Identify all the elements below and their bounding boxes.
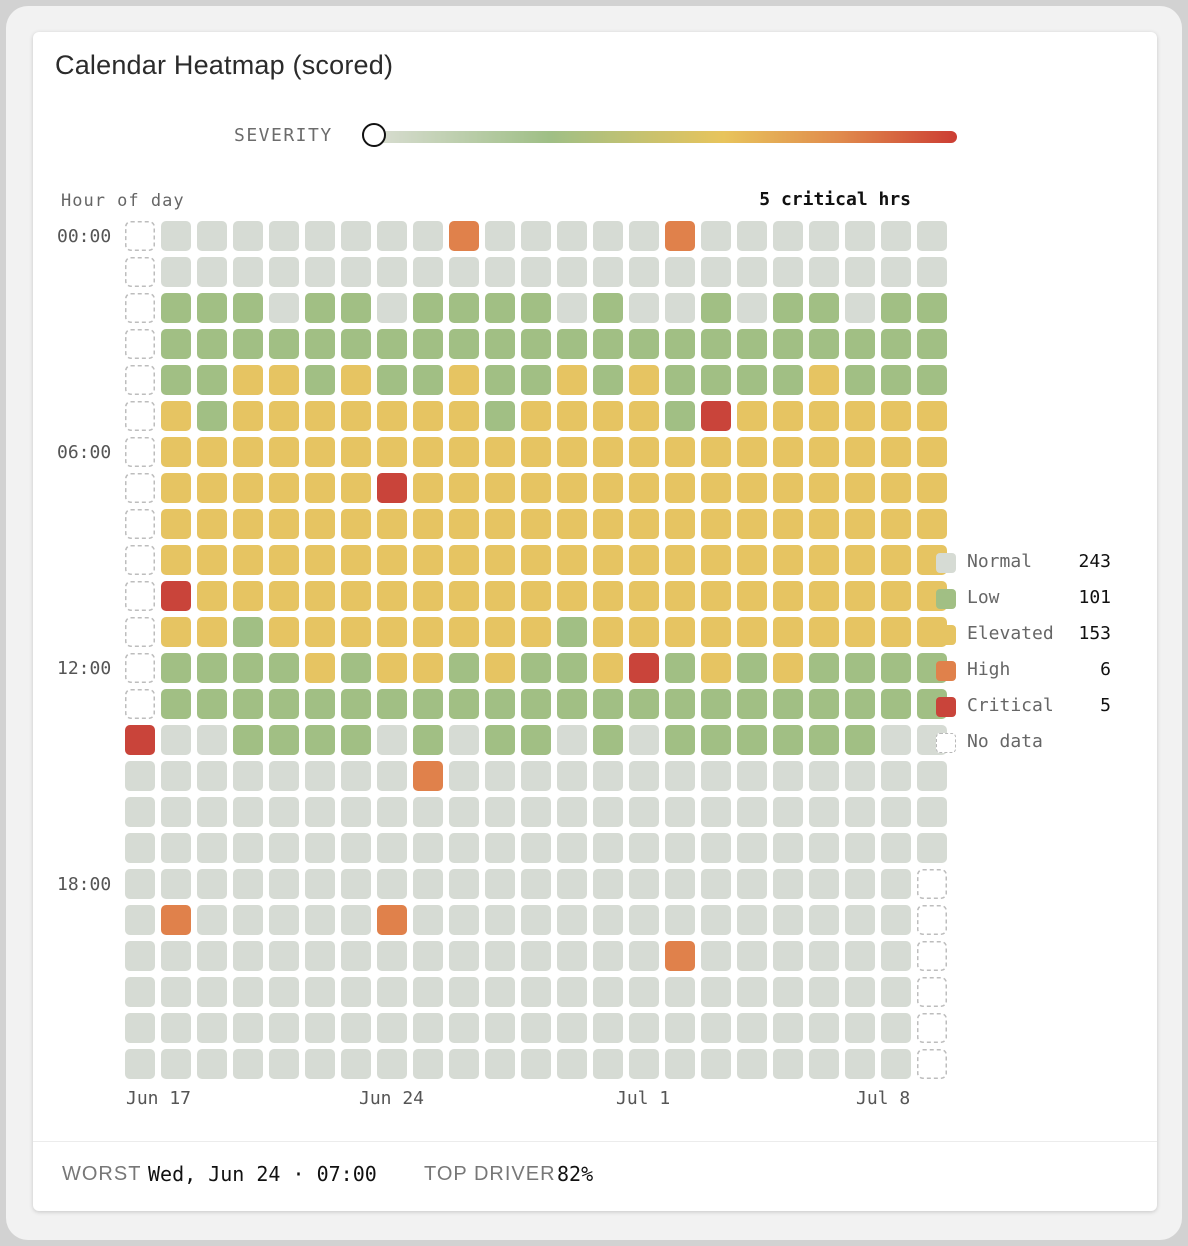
top-driver-value: 82% [557, 1162, 594, 1186]
legend-label: Low [967, 587, 1000, 608]
chart-title: Calendar Heatmap (scored) [55, 50, 394, 80]
legend-item-elevated[interactable]: Elevated 153 [934, 621, 1114, 657]
y-tick-label: 12:00 [57, 658, 112, 679]
legend-swatch [936, 553, 956, 573]
y-tick-label: 06:00 [57, 442, 112, 463]
legend-item-low[interactable]: Low 101 [934, 585, 1114, 621]
legend-label: Critical [967, 695, 1054, 716]
legend-swatch [936, 733, 956, 753]
legend: Normal 243 Low 101 Elevated 153 High 6 C… [934, 549, 1114, 765]
legend-item-high[interactable]: High 6 [934, 657, 1114, 693]
legend-label: Elevated [967, 623, 1054, 644]
x-tick-label: Jun 24 [359, 1088, 425, 1109]
legend-item-critical[interactable]: Critical 5 [934, 693, 1114, 729]
legend-swatch [936, 661, 956, 681]
y-tick-label: 00:00 [57, 226, 112, 247]
x-tick-label: Jun 17 [126, 1088, 192, 1109]
legend-count: 5 [1100, 695, 1111, 716]
x-tick-label: Jul 8 [856, 1088, 911, 1109]
legend-swatch [936, 697, 956, 717]
severity-slider-handle[interactable] [362, 123, 386, 147]
legend-item-normal[interactable]: Normal 243 [934, 549, 1114, 585]
severity-slider-track[interactable] [374, 131, 957, 143]
y-axis-title: Hour of day [61, 191, 185, 211]
legend-count: 6 [1100, 659, 1111, 680]
severity-label: SEVERITY [234, 125, 333, 146]
legend-count: 153 [1078, 623, 1111, 644]
y-tick-label: 18:00 [57, 874, 112, 895]
footer-bar [33, 1141, 1157, 1212]
legend-count: 101 [1078, 587, 1111, 608]
legend-label: High [967, 659, 1011, 680]
worst-label: WORST [62, 1163, 142, 1185]
worst-value: Wed, Jun 24 · 07:00 [148, 1162, 377, 1186]
legend-item-no-data[interactable]: No data [934, 729, 1114, 765]
legend-swatch [936, 625, 956, 645]
critical-summary: 5 critical hrs [759, 189, 911, 210]
x-tick-label: Jul 1 [616, 1088, 671, 1109]
legend-count: 243 [1078, 551, 1111, 572]
legend-swatch [936, 589, 956, 609]
legend-label: Normal [967, 551, 1033, 572]
legend-label: No data [967, 731, 1043, 752]
top-driver-label: TOP DRIVER [424, 1163, 556, 1185]
